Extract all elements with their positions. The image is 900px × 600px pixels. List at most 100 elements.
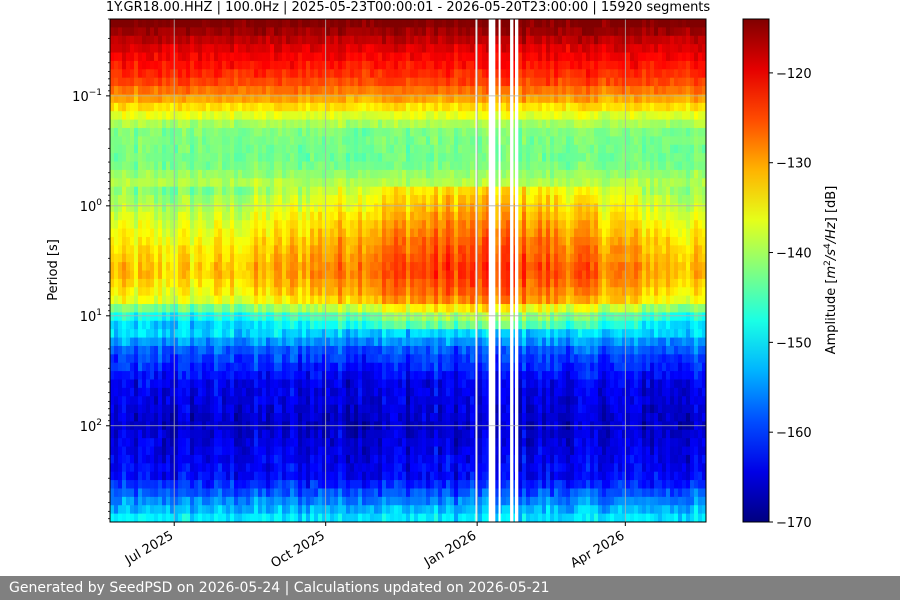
heatmap-cell bbox=[158, 362, 163, 372]
heatmap-cell bbox=[158, 69, 163, 79]
heatmap-cell bbox=[430, 203, 435, 213]
heatmap-cell bbox=[374, 136, 379, 146]
heatmap-cell bbox=[202, 371, 207, 381]
heatmap-cell bbox=[310, 94, 315, 104]
heatmap-cell bbox=[398, 371, 403, 381]
heatmap-cell bbox=[194, 228, 199, 238]
heatmap-column bbox=[134, 19, 139, 522]
heatmap-cell bbox=[246, 446, 251, 456]
heatmap-cell bbox=[414, 228, 419, 238]
heatmap-cell bbox=[314, 144, 319, 154]
heatmap-cell bbox=[126, 178, 131, 188]
heatmap-cell bbox=[370, 77, 375, 87]
heatmap-cell bbox=[282, 94, 287, 104]
heatmap-cell bbox=[362, 203, 367, 213]
heatmap-cell bbox=[366, 413, 371, 422]
heatmap-cell bbox=[294, 27, 299, 37]
heatmap-cell bbox=[210, 312, 215, 322]
heatmap-cell bbox=[354, 413, 359, 422]
heatmap-cell bbox=[342, 119, 347, 129]
heatmap-cell bbox=[302, 111, 307, 121]
heatmap-cell bbox=[302, 480, 307, 490]
heatmap-cell bbox=[242, 454, 247, 464]
heatmap-cell bbox=[242, 228, 247, 238]
heatmap-cell bbox=[174, 295, 179, 305]
heatmap-cell bbox=[126, 144, 131, 154]
heatmap-cell bbox=[266, 513, 271, 522]
heatmap-cell bbox=[390, 345, 395, 355]
heatmap-cell bbox=[390, 354, 395, 364]
heatmap-cell bbox=[114, 488, 119, 498]
heatmap-cell bbox=[186, 144, 191, 154]
heatmap-cell bbox=[394, 153, 399, 163]
heatmap-column bbox=[178, 19, 183, 522]
heatmap-cell bbox=[410, 438, 415, 448]
heatmap-cell bbox=[386, 513, 391, 522]
heatmap-cell bbox=[294, 304, 299, 314]
heatmap-cell bbox=[146, 203, 151, 213]
heatmap-cell bbox=[122, 211, 127, 221]
heatmap-cell bbox=[374, 320, 379, 330]
heatmap-cell bbox=[398, 396, 403, 406]
heatmap-cell bbox=[178, 245, 183, 255]
heatmap-cell bbox=[118, 320, 123, 330]
heatmap-cell bbox=[266, 111, 271, 121]
heatmap-cell bbox=[230, 295, 235, 305]
heatmap-cell bbox=[174, 220, 179, 230]
heatmap-cell bbox=[234, 429, 239, 439]
heatmap-cell bbox=[210, 471, 215, 481]
heatmap-cell bbox=[298, 320, 303, 330]
heatmap-cell bbox=[110, 94, 115, 104]
heatmap-cell bbox=[174, 111, 179, 121]
heatmap-cell bbox=[302, 429, 307, 439]
heatmap-cell bbox=[242, 102, 247, 112]
heatmap-cell bbox=[250, 86, 255, 96]
heatmap-cell bbox=[358, 496, 363, 506]
heatmap-cell bbox=[366, 446, 371, 456]
heatmap-cell bbox=[350, 27, 355, 37]
heatmap-cell bbox=[366, 304, 371, 314]
heatmap-column bbox=[270, 19, 275, 522]
heatmap-cell bbox=[250, 396, 255, 406]
heatmap-cell bbox=[150, 119, 155, 129]
heatmap-cell bbox=[338, 245, 343, 255]
heatmap-cell bbox=[378, 236, 383, 246]
heatmap-cell bbox=[270, 178, 275, 188]
heatmap-cell bbox=[278, 19, 283, 28]
heatmap-cell bbox=[154, 169, 159, 179]
heatmap-cell bbox=[110, 362, 115, 372]
heatmap-cell bbox=[338, 52, 343, 62]
heatmap-cell bbox=[110, 86, 115, 96]
heatmap-cell bbox=[358, 228, 363, 238]
heatmap-cell bbox=[358, 505, 363, 515]
heatmap-cell bbox=[166, 320, 171, 330]
heatmap-cell bbox=[346, 19, 351, 28]
heatmap-cell bbox=[430, 262, 435, 272]
heatmap-cell bbox=[142, 480, 147, 490]
heatmap-cell bbox=[250, 379, 255, 389]
heatmap-cell bbox=[242, 312, 247, 322]
heatmap-cell bbox=[394, 337, 399, 347]
heatmap-cell bbox=[194, 454, 199, 464]
heatmap-cell bbox=[302, 127, 307, 137]
heatmap-cell bbox=[242, 111, 247, 121]
heatmap-cell bbox=[414, 312, 419, 322]
heatmap-cell bbox=[194, 396, 199, 406]
heatmap-cell bbox=[170, 119, 175, 129]
heatmap-cell bbox=[126, 496, 131, 506]
heatmap-cell bbox=[322, 362, 327, 372]
heatmap-cell bbox=[350, 153, 355, 163]
heatmap-cell bbox=[190, 488, 195, 498]
heatmap-cell bbox=[134, 413, 139, 422]
heatmap-cell bbox=[166, 102, 171, 112]
heatmap-cell bbox=[150, 102, 155, 112]
heatmap-cell bbox=[258, 195, 263, 205]
heatmap-cell bbox=[266, 379, 271, 389]
heatmap-cell bbox=[282, 396, 287, 406]
heatmap-cell bbox=[358, 27, 363, 37]
heatmap-cell bbox=[394, 287, 399, 297]
heatmap-cell bbox=[262, 86, 267, 96]
heatmap-cell bbox=[210, 295, 215, 305]
heatmap-cell bbox=[410, 144, 415, 154]
heatmap-cell bbox=[294, 463, 299, 473]
